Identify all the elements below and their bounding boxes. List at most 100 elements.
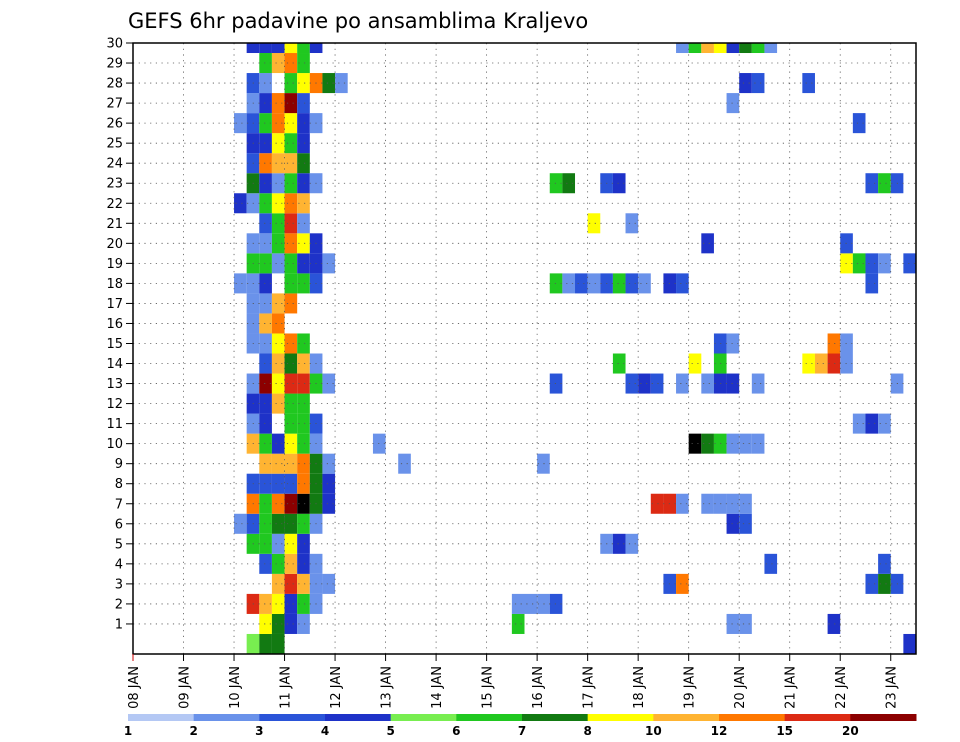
heatmap-cell xyxy=(764,553,778,574)
y-tick-label: 22 xyxy=(106,197,123,212)
heatmap-cell xyxy=(259,273,272,294)
heatmap-cell xyxy=(309,43,323,54)
y-tick-label: 2 xyxy=(115,597,123,612)
heatmap-cell xyxy=(398,453,411,474)
heatmap-cell xyxy=(259,93,272,114)
heatmap-cell xyxy=(271,433,285,454)
heatmap-cell xyxy=(751,373,765,394)
heatmap-cell xyxy=(322,573,336,594)
heatmap-cell xyxy=(638,273,651,294)
heatmap-cell xyxy=(865,173,879,194)
heatmap-cell xyxy=(865,253,879,274)
heatmap-cell xyxy=(271,293,285,314)
x-tick-label: 12 JAN xyxy=(329,666,344,709)
heatmap-cell xyxy=(878,553,891,574)
heatmap-cell xyxy=(297,493,310,514)
heatmap-cell xyxy=(259,533,272,554)
heatmap-cell xyxy=(688,43,702,54)
x-tick-label: 14 JAN xyxy=(430,666,445,709)
heatmap-cell xyxy=(297,253,310,274)
heatmap-cell xyxy=(284,93,298,114)
heatmap-cell xyxy=(726,373,740,394)
heatmap-cell xyxy=(726,93,740,114)
heatmap-cell xyxy=(802,353,815,374)
colorbar-segment xyxy=(784,714,851,721)
y-tick-label: 14 xyxy=(106,357,123,372)
heatmap-cell xyxy=(259,473,272,494)
heatmap-cell xyxy=(284,493,298,514)
heatmap-cells xyxy=(234,43,916,654)
y-tick-label: 23 xyxy=(106,177,123,192)
heatmap-cell xyxy=(259,513,272,534)
heatmap-cell xyxy=(234,193,247,214)
heatmap-cell xyxy=(297,433,310,454)
heatmap-cell xyxy=(688,353,702,374)
colorbar-segment xyxy=(128,714,195,721)
heatmap-cell xyxy=(524,593,538,614)
heatmap-cell xyxy=(284,53,298,74)
colorbar-segment xyxy=(390,714,457,721)
heatmap-cell xyxy=(688,433,702,454)
heatmap-cell xyxy=(259,113,272,134)
heatmap-cell xyxy=(259,53,272,74)
heatmap-cell xyxy=(878,413,891,434)
heatmap-cell xyxy=(284,533,298,554)
heatmap-cell xyxy=(297,233,310,254)
colorbar-label: 20 xyxy=(842,724,859,738)
heatmap-cell xyxy=(297,213,310,234)
heatmap-cell xyxy=(271,233,285,254)
heatmap-cell xyxy=(284,133,298,154)
heatmap-cell xyxy=(297,43,310,54)
colorbar-label: 7 xyxy=(518,724,526,738)
x-tick-label: 15 JAN xyxy=(481,666,496,709)
y-tick-label: 13 xyxy=(106,377,123,392)
heatmap-cell xyxy=(284,393,298,414)
heatmap-cell xyxy=(751,433,765,454)
heatmap-cell xyxy=(259,453,272,474)
heatmap-cell xyxy=(511,613,525,634)
heatmap-cell xyxy=(271,573,285,594)
heatmap-cell xyxy=(726,43,740,54)
heatmap-cell xyxy=(549,373,563,394)
heatmap-cell xyxy=(726,493,740,514)
x-tick-label: 22 JAN xyxy=(834,666,849,709)
heatmap-cell xyxy=(284,353,298,374)
heatmap-cell xyxy=(726,333,740,354)
x-tick-label: 08 JAN xyxy=(127,666,142,709)
heatmap-cell xyxy=(259,413,272,434)
heatmap-cell xyxy=(549,593,563,614)
heatmap-cell xyxy=(259,233,272,254)
heatmap-cell xyxy=(259,253,272,274)
colorbar-label: 1 xyxy=(124,724,132,738)
heatmap-cell xyxy=(259,293,272,314)
heatmap-cell xyxy=(676,573,689,594)
x-tick-label: 19 JAN xyxy=(683,666,698,709)
heatmap-cell xyxy=(271,493,285,514)
heatmap-cell xyxy=(852,253,866,274)
heatmap-cell xyxy=(625,273,639,294)
heatmap-cell xyxy=(814,353,828,374)
heatmap-cell xyxy=(322,473,336,494)
heatmap-cell xyxy=(575,273,588,294)
colorbar-segment xyxy=(719,714,786,721)
heatmap-cell xyxy=(284,573,298,594)
heatmap-cell xyxy=(903,633,916,654)
heatmap-cell xyxy=(271,253,285,274)
heatmap-cell xyxy=(259,593,272,614)
heatmap-cell xyxy=(878,253,891,274)
heatmap-cell xyxy=(322,73,336,94)
heatmap-cell xyxy=(701,43,714,54)
colorbar-segment xyxy=(325,714,392,721)
y-tick-label: 6 xyxy=(115,517,123,532)
heatmap-cell xyxy=(246,633,260,654)
heatmap-cell xyxy=(827,613,841,634)
heatmap-cell xyxy=(827,353,841,374)
heatmap-cell xyxy=(284,193,298,214)
heatmap-cell xyxy=(297,593,310,614)
y-tick-label: 27 xyxy=(106,97,123,112)
heatmap-cell xyxy=(852,113,866,134)
heatmap-cell xyxy=(259,73,272,94)
colorbar-segment xyxy=(456,714,523,721)
heatmap-cell xyxy=(297,153,310,174)
heatmap-cell xyxy=(271,373,285,394)
